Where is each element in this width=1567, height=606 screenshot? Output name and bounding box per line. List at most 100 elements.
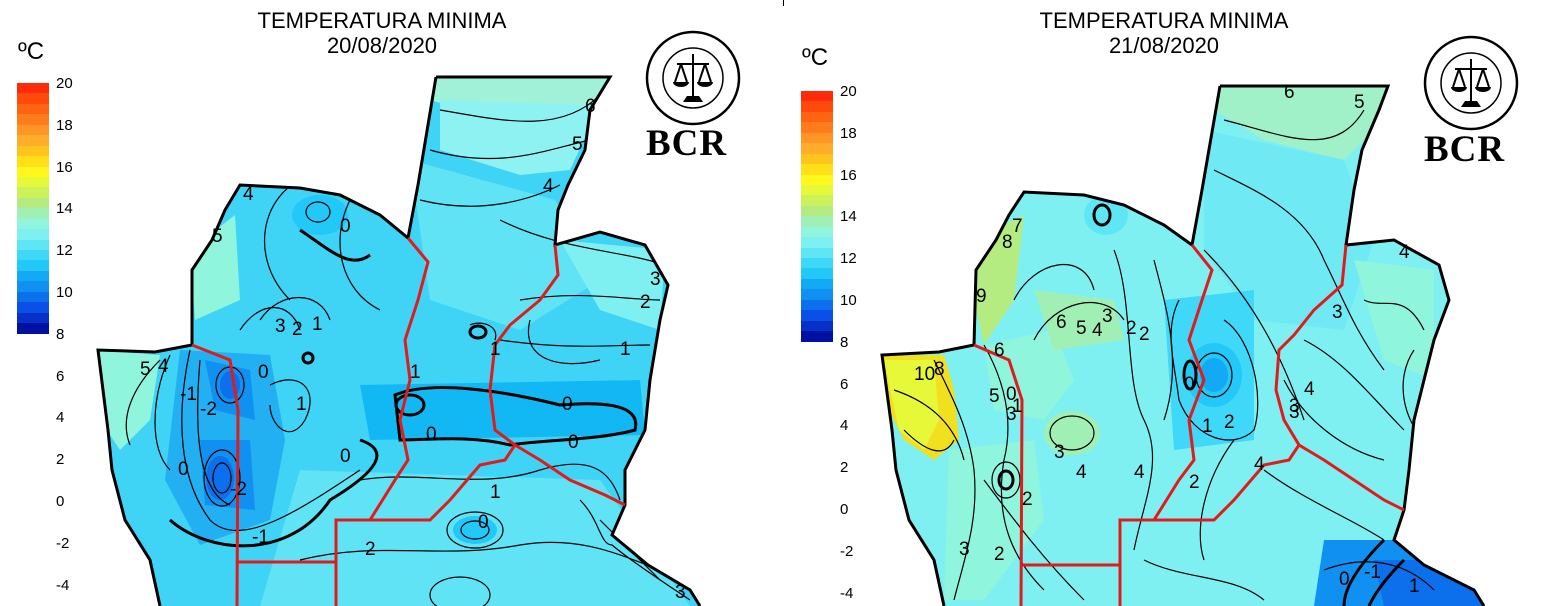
scale-tick-label: 10 [56,284,73,301]
scale-tick-label: -4 [840,584,854,602]
scale-swatch [801,247,833,258]
contour-label: 2 [1139,324,1150,345]
scale-swatch [801,331,833,342]
panel-divider [783,0,784,6]
contour-label: 1 [312,314,323,335]
scale-tick-label: -2 [56,534,70,552]
title-text: TEMPERATURA MINIMA [257,8,507,33]
contour-label: 2 [1022,489,1033,510]
contour-label: 0 [1006,384,1017,405]
scale-swatch [17,260,49,271]
title-text: TEMPERATURA MINIMA [1039,8,1289,33]
scale-swatch [801,216,833,227]
contour-label: 4 [1399,242,1410,263]
scale-tick-label: -2 [840,542,854,560]
scale-swatch [17,323,49,334]
scale-swatch [801,164,833,175]
contour-label: 5 [1076,318,1087,339]
contour-label: 0 [340,216,351,237]
contour-label: 1 [490,339,501,360]
contour-label: 4 [543,176,554,197]
contour-label: 6 [994,340,1005,361]
contour-label: 3 [1289,396,1300,417]
scale-swatch [17,124,49,136]
date-text: 20/08/2020 [326,33,438,58]
scale-tick-label: 6 [840,375,849,393]
scale-swatch [17,187,49,198]
scale-swatch [801,184,833,196]
contour-label: 0 [1339,569,1350,590]
temperature-map-left: 6 5 4 3 2 1 0 -1 -2 0 1 0 4 5 3 2 1 0 -1… [96,75,702,606]
scale-tick-label: 16 [840,166,857,184]
contour-label: 0 [340,446,351,467]
scale-swatch [17,218,49,230]
scale-tick-label: 0 [56,493,65,510]
scale-tick-label: 0 [840,501,849,518]
scale-swatch [17,302,49,313]
map-title: TEMPERATURA MINIMA 21/08/2020 [954,8,1374,58]
contour-label: 2 [1126,318,1137,339]
scale-swatch [17,281,49,292]
contour-label: -2 [200,399,217,420]
contour-label: 3 [959,539,970,560]
scale-tick-label: 20 [56,75,73,92]
contour-label: 0 [426,424,437,445]
contour-label: 1 [1012,396,1023,417]
scale-swatch [17,166,49,177]
scale-tick-label: 2 [56,451,65,469]
scale-tick-label: 18 [840,124,857,142]
scale-swatch [801,310,833,321]
scale-swatch [801,289,833,300]
scale-tick-label: 4 [840,417,849,435]
scale-swatch [17,270,49,282]
scale-swatch [17,135,49,146]
contour-label: 2 [292,319,303,340]
scale-tick-label: 14 [56,200,73,218]
contour-label: 1 [1202,416,1213,437]
scale-swatch [801,205,833,217]
contour-label: 7 [1012,216,1023,237]
scale-swatch [801,226,833,238]
contour-label: 0 [178,459,189,480]
brand-logo-text: BCR [1424,129,1506,170]
contour-label: 5 [1354,92,1365,113]
contour-label: 0 [478,512,489,533]
scale-swatch [17,250,49,261]
scale-swatch [801,320,833,332]
unit-label: ºC [18,38,45,65]
contour-label: -2 [230,479,247,500]
map-panel-right: 6 5 4 3 2 1 0 -1 4 3 6 5 4 3 2 10 8 6 5 … [784,0,1567,606]
contour-label: 3 [1054,442,1065,463]
scale-tick-label: 12 [840,250,857,268]
scale-tick-label: 10 [840,292,857,309]
contour-label: -1 [1364,562,1381,583]
scale-swatch [17,114,49,125]
seal-icon [1423,35,1519,131]
unit-label: ºC [802,44,829,71]
contour-label: 5 [212,226,223,247]
contour-label: 10 [914,364,935,385]
scale-swatch [801,268,833,279]
seal-icon [645,30,741,126]
scale-tick-label: 8 [56,325,65,343]
contour-label: 0 [562,394,573,415]
contour-label: 1 [296,394,307,415]
scale-swatch [801,278,833,290]
contour-label: 3 [1332,302,1343,323]
brand-logo-text: BCR [646,123,728,164]
scale-swatch [801,143,833,154]
scale-tick-label: 18 [56,116,73,134]
scale-swatch [17,176,49,188]
scale-swatch [17,103,49,115]
contour-label: 2 [1189,472,1200,493]
scale-tick-label: 20 [840,83,857,100]
color-scale [801,91,833,342]
scale-swatch [801,101,833,112]
scale-swatch [17,197,49,209]
contour-label: 0 [568,432,579,453]
scale-swatch [17,93,49,104]
contour-label: 6 [1284,82,1295,103]
date-text: 21/08/2020 [1108,33,1220,58]
scale-tick-label: 2 [840,459,849,477]
contour-label: 0 [258,362,269,383]
